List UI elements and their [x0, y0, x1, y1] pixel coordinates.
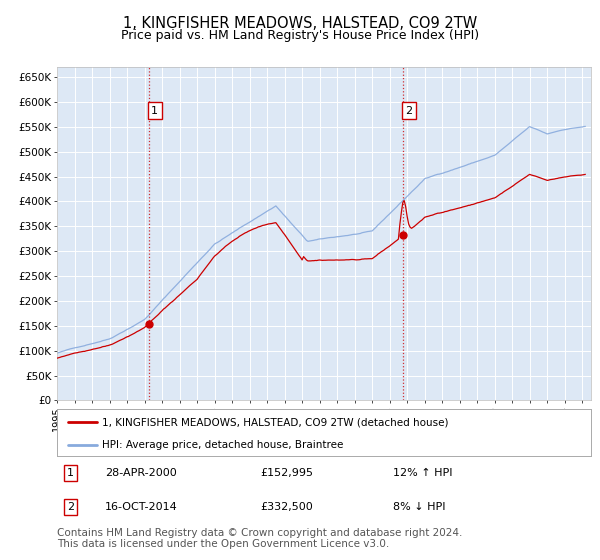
- Text: HPI: Average price, detached house, Braintree: HPI: Average price, detached house, Brai…: [103, 440, 344, 450]
- Text: 8% ↓ HPI: 8% ↓ HPI: [394, 502, 446, 512]
- Text: 12% ↑ HPI: 12% ↑ HPI: [394, 468, 453, 478]
- Text: 1, KINGFISHER MEADOWS, HALSTEAD, CO9 2TW: 1, KINGFISHER MEADOWS, HALSTEAD, CO9 2TW: [123, 16, 477, 31]
- Text: Price paid vs. HM Land Registry's House Price Index (HPI): Price paid vs. HM Land Registry's House …: [121, 29, 479, 42]
- Text: 1: 1: [151, 105, 158, 115]
- Text: £152,995: £152,995: [260, 468, 313, 478]
- Text: 1: 1: [67, 468, 74, 478]
- Text: 2: 2: [405, 105, 412, 115]
- Text: Contains HM Land Registry data © Crown copyright and database right 2024.
This d: Contains HM Land Registry data © Crown c…: [57, 528, 463, 549]
- Text: 16-OCT-2014: 16-OCT-2014: [105, 502, 178, 512]
- Text: £332,500: £332,500: [260, 502, 313, 512]
- Text: 2: 2: [67, 502, 74, 512]
- Text: 28-APR-2000: 28-APR-2000: [105, 468, 177, 478]
- Text: 1, KINGFISHER MEADOWS, HALSTEAD, CO9 2TW (detached house): 1, KINGFISHER MEADOWS, HALSTEAD, CO9 2TW…: [103, 417, 449, 427]
